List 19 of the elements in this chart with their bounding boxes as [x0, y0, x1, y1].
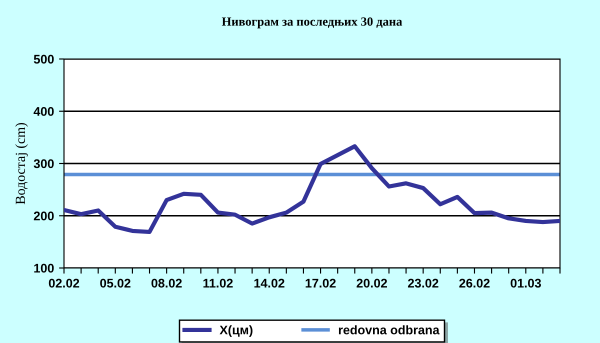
x-tick-label: 23.02: [408, 278, 438, 288]
chart-title: Нивограм за последњих 30 дана: [222, 17, 402, 28]
x-tick-label: 02.02: [48, 278, 80, 288]
x-tick-label: 01.03: [510, 278, 541, 288]
x-tick-label: 08.02: [151, 278, 182, 288]
y-tick-label: 100: [34, 264, 54, 273]
y-axis-title: Водостај (cm): [15, 122, 28, 204]
x-tick-label: 17.02: [306, 278, 336, 288]
legend-label: X(цм): [220, 325, 252, 337]
y-tick-label: 300: [34, 159, 54, 168]
y-tick-label: 200: [34, 212, 54, 220]
y-tick-label: 500: [34, 54, 54, 64]
x-tick-label: 14.02: [254, 278, 284, 288]
x-tick-label: 20.02: [356, 278, 388, 288]
y-tick-label: 400: [34, 107, 54, 116]
legend-label: redovna odbrana: [338, 325, 440, 334]
x-tick-label: 11.02: [203, 278, 233, 288]
x-tick-label: 05.02: [100, 278, 130, 288]
x-tick-label: 26.02: [459, 278, 490, 288]
